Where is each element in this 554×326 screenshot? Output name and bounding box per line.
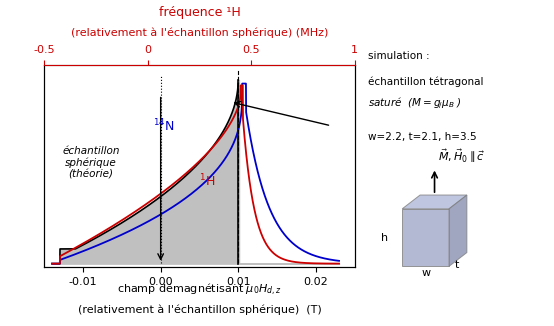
Polygon shape <box>449 195 467 266</box>
Text: $^{14}$N: $^{14}$N <box>153 118 175 134</box>
Text: (relativement à l'échantillon sphérique)  (T): (relativement à l'échantillon sphérique)… <box>78 304 321 315</box>
Text: (relativement à l'échantillon sphérique) (MHz): (relativement à l'échantillon sphérique)… <box>71 27 328 38</box>
Text: $^{1}$H: $^{1}$H <box>199 173 216 189</box>
Text: t: t <box>454 260 459 270</box>
Text: échantillon tétragonal: échantillon tétragonal <box>368 76 484 87</box>
Text: fréquence ¹H: fréquence ¹H <box>158 6 240 19</box>
Text: saturé  ($M = g_{\!/}\mu_B$ ): saturé ($M = g_{\!/}\mu_B$ ) <box>368 96 462 112</box>
Text: échantillon
sphérique
(théorie): échantillon sphérique (théorie) <box>62 146 120 180</box>
Polygon shape <box>402 195 467 209</box>
Text: h: h <box>381 232 388 243</box>
Text: simulation :: simulation : <box>368 51 430 61</box>
Polygon shape <box>402 209 449 266</box>
Text: $\vec{M}, \vec{H}_0 \parallel \vec{c}$: $\vec{M}, \vec{H}_0 \parallel \vec{c}$ <box>438 147 485 165</box>
Text: w=2.2, t=2.1, h=3.5: w=2.2, t=2.1, h=3.5 <box>368 132 477 142</box>
Text: champ démagnétisant $\mu_0 H_{d,z}$: champ démagnétisant $\mu_0 H_{d,z}$ <box>117 282 282 298</box>
Text: w: w <box>421 268 430 278</box>
